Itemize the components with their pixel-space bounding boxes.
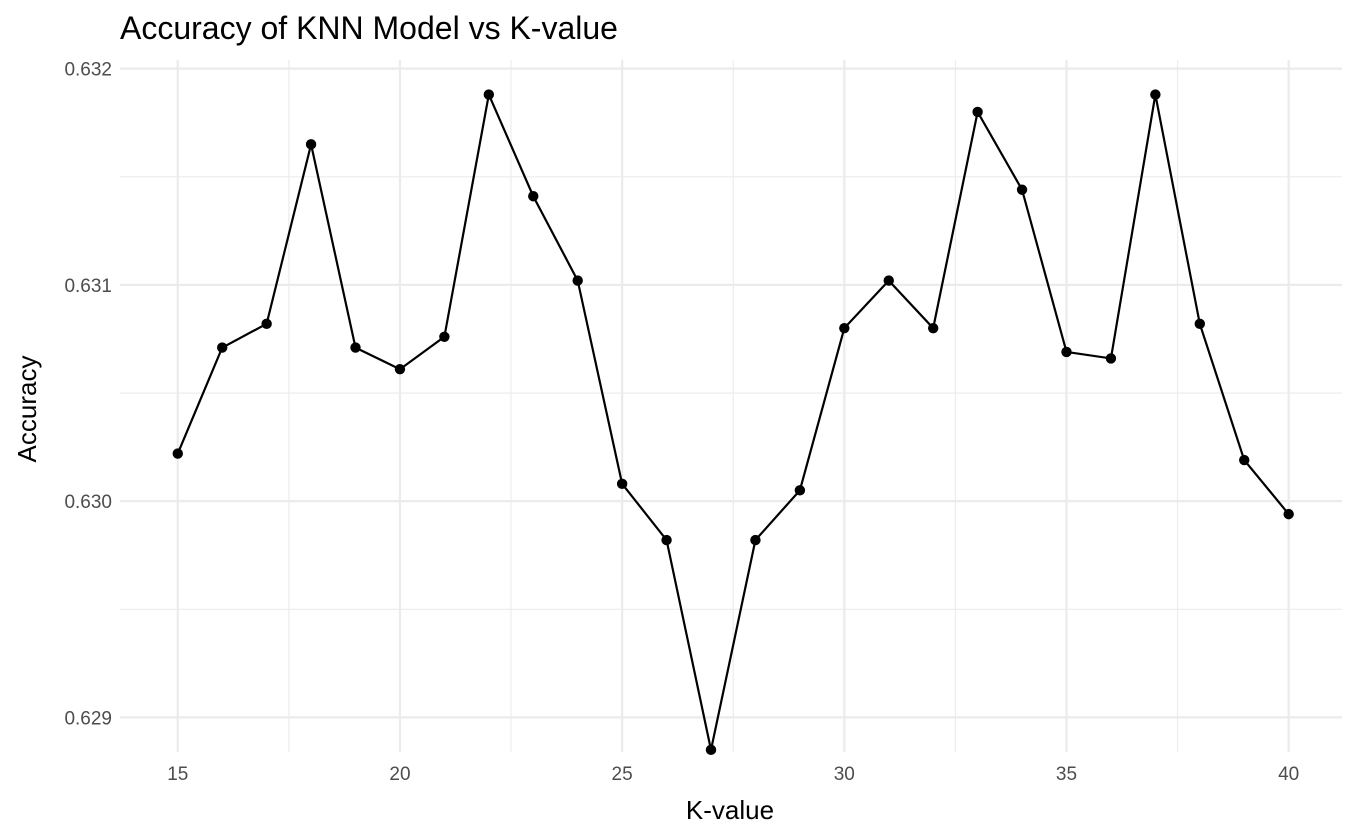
data-point <box>172 448 183 459</box>
x-tick-label: 25 <box>612 764 633 785</box>
x-tick-label: 30 <box>834 764 855 785</box>
data-point <box>927 322 939 334</box>
y-tick-label: 0.629 <box>64 708 112 729</box>
grid <box>120 60 1342 752</box>
data-point <box>1194 318 1206 330</box>
data-point <box>972 106 983 118</box>
data-point <box>883 275 894 286</box>
data-point <box>1016 184 1028 195</box>
data-point <box>350 342 361 353</box>
data-point <box>572 275 583 286</box>
x-tick-label: 20 <box>389 764 410 785</box>
data-point <box>528 191 539 202</box>
data-point <box>705 744 717 756</box>
data-point <box>217 342 228 353</box>
data-point <box>1239 454 1250 466</box>
x-tick-label: 35 <box>1056 764 1077 785</box>
data-point <box>305 139 317 150</box>
data-point <box>661 534 672 546</box>
x-tick-label: 15 <box>167 764 188 785</box>
data-point <box>439 331 450 342</box>
data-point <box>394 364 406 375</box>
x-tick-label: 40 <box>1278 764 1299 785</box>
data-point <box>1283 508 1294 520</box>
series-accuracy <box>172 89 1294 756</box>
data-point <box>1105 353 1117 364</box>
data-point <box>261 318 272 330</box>
x-axis-title: K-value <box>686 795 774 825</box>
chart-title: Accuracy of KNN Model vs K-value <box>120 10 618 46</box>
y-tick-label: 0.631 <box>64 276 112 297</box>
data-point <box>483 89 495 100</box>
data-point <box>616 478 628 490</box>
y-tick-label: 0.630 <box>64 492 112 513</box>
data-point <box>794 485 806 496</box>
data-point <box>750 534 761 546</box>
data-point <box>839 322 850 334</box>
y-axis-title: Accuracy <box>12 356 42 463</box>
data-point <box>1061 346 1072 358</box>
y-tick-label: 0.632 <box>64 60 112 81</box>
tick-labels: 0.629 0.630 0.631 0.632 15 20 25 30 35 40 <box>64 60 1299 785</box>
data-point <box>1150 89 1161 100</box>
series-line <box>176 90 1290 751</box>
